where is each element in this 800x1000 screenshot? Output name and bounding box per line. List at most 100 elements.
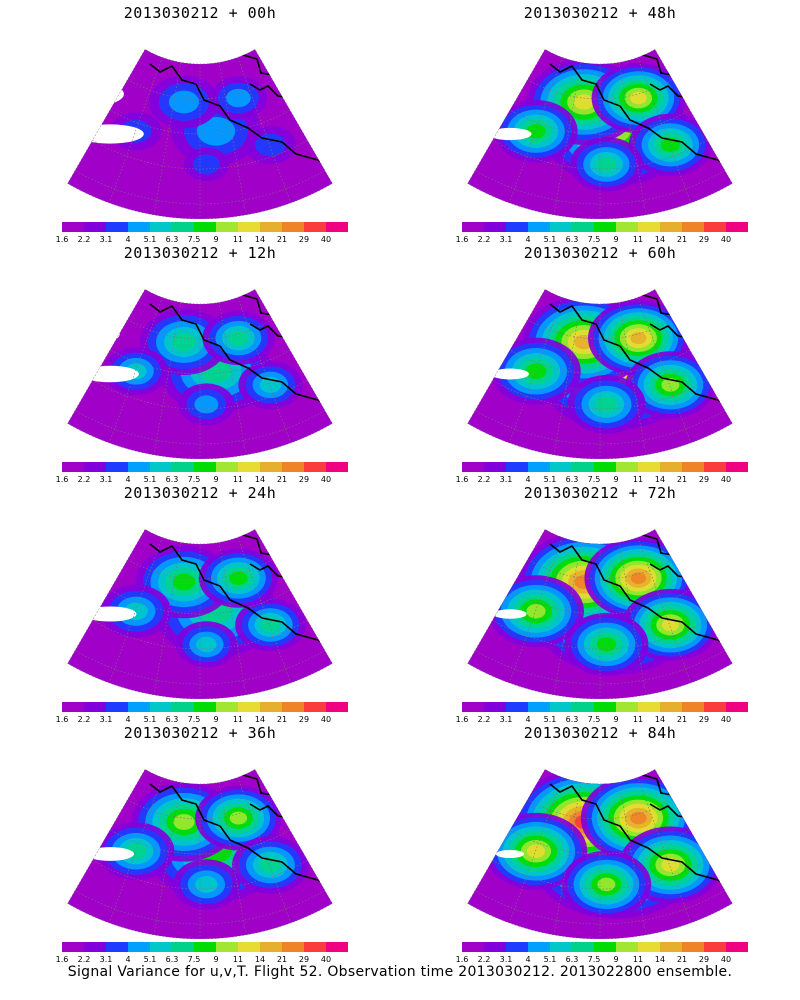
contour-fill [172, 333, 196, 351]
graticule-line [74, 890, 326, 925]
colorbar-tick-label: 14 [254, 475, 266, 484]
colorbar-swatch [128, 702, 150, 712]
colorbar-swatch [616, 942, 638, 952]
colorbar-swatch [62, 702, 84, 712]
colorbar-swatch [260, 702, 282, 712]
missing-data-patch [488, 127, 532, 141]
map-outline [467, 288, 733, 459]
missing-data-patch [476, 86, 514, 102]
contour-fill [595, 396, 618, 413]
map-outline [467, 528, 733, 699]
colorbar [462, 942, 748, 952]
graticule-line [92, 139, 308, 170]
colorbar-labels: 1.6 2.2 3.1 4 5.1 6.3 7.5 9 11 14 21 29 40 [456, 955, 760, 967]
graticule-line [74, 170, 326, 205]
colorbar-swatch [638, 702, 660, 712]
contour-fill [526, 604, 546, 619]
colorbar-tick-label: 11 [232, 475, 244, 484]
colorbar-tick-label: 1.6 [55, 475, 69, 484]
graticule-line [237, 57, 291, 204]
colorbar-swatch [150, 462, 172, 472]
colorbar-swatch [528, 222, 550, 232]
colorbar-swatch [150, 942, 172, 952]
colorbar-tick-label: 3.1 [499, 955, 513, 964]
colorbar-swatch [506, 222, 528, 232]
contour-fill [255, 133, 286, 157]
colorbar-tick-label: 3.1 [499, 235, 513, 244]
colorbar-tick-label: 7.5 [587, 955, 601, 964]
colorbar-swatch [62, 222, 84, 232]
colorbar [62, 942, 348, 952]
colorbar-tick-label: 4 [525, 235, 531, 244]
colorbar-swatch [194, 222, 216, 232]
contour-fill [630, 811, 647, 825]
contour-fill [229, 811, 248, 825]
colorbar-tick-label: 40 [720, 955, 732, 964]
colorbar-tick-label: 5.1 [143, 475, 157, 484]
colorbar-swatch [282, 222, 304, 232]
colorbar-tick-label: 4 [125, 715, 131, 724]
colorbar-tick-label: 9 [213, 715, 219, 724]
colorbar-tick-label: 6.3 [565, 955, 579, 964]
graticule-line [474, 410, 726, 445]
colorbar-tick-label: 2.2 [77, 955, 91, 964]
graticule-line [109, 297, 163, 444]
missing-data-patch [478, 327, 512, 341]
map-outline [467, 48, 733, 219]
colorbar-tick-label: 4 [125, 475, 131, 484]
colorbar-tick-label: 2.2 [77, 235, 91, 244]
colorbar-swatch [726, 462, 748, 472]
colorbar-tick-label: 14 [654, 715, 666, 724]
colorbar-swatch [484, 222, 506, 232]
colorbar-tick-label: 14 [654, 475, 666, 484]
colorbar-tick-label: 1.6 [455, 955, 469, 964]
panel-title: 2013030212 + 12h [123, 244, 277, 262]
missing-data-patch [86, 847, 134, 861]
graticule-line [509, 297, 563, 444]
graticule-line [637, 57, 691, 204]
colorbar-swatch [326, 222, 348, 232]
colorbar-swatch [462, 222, 484, 232]
panel-title: 2013030212 + 48h [523, 4, 677, 22]
colorbar-swatch [572, 942, 594, 952]
colorbar-tick-label: 6.3 [565, 475, 579, 484]
colorbar [62, 462, 348, 472]
colorbar-tick-label: 21 [676, 235, 688, 244]
graticule-line [618, 782, 647, 936]
map-outline [67, 768, 333, 939]
contour-fill [173, 814, 195, 830]
colorbar-swatch [616, 462, 638, 472]
colorbar-swatch [726, 702, 748, 712]
panel-title: 2013030212 + 00h [123, 4, 277, 22]
map-outline [67, 48, 333, 219]
colorbar-tick-label: 14 [654, 955, 666, 964]
graticule-line [618, 302, 647, 456]
contour-fill [226, 88, 251, 108]
colorbar-swatch [506, 462, 528, 472]
colorbar-labels: 1.6 2.2 3.1 4 5.1 6.3 7.5 9 11 14 21 29 40 [456, 475, 760, 487]
colorbar-swatch [238, 702, 260, 712]
graticule-line [153, 62, 182, 216]
missing-data-patch [72, 564, 118, 584]
colorbar-swatch [216, 222, 238, 232]
contour-fill [195, 876, 218, 893]
graticule-line [492, 619, 708, 650]
forecast-panel: 2013030212 + 24h 1.6 2.2 3.1 4 5.1 6.3 7.5 9 11 14… [0, 480, 400, 725]
colorbar-tick-label: 2.2 [477, 715, 491, 724]
missing-data-patch [285, 314, 315, 334]
colorbar-tick-label: 40 [320, 475, 332, 484]
colorbar-tick-label: 1.6 [55, 715, 69, 724]
missing-data-patch [83, 606, 137, 622]
colorbar-swatch [84, 702, 106, 712]
colorbar-swatch [238, 942, 260, 952]
graticule-line [637, 297, 691, 444]
colorbar-tick-label: 40 [320, 955, 332, 964]
colorbar-swatch [704, 942, 726, 952]
graticule-line [153, 782, 182, 936]
colorbar-swatch [462, 942, 484, 952]
colorbar-swatch [238, 222, 260, 232]
colorbar-tick-label: 40 [320, 235, 332, 244]
contour-fill [630, 332, 647, 345]
colorbar-swatch [150, 222, 172, 232]
colorbar-tick-label: 14 [254, 715, 266, 724]
